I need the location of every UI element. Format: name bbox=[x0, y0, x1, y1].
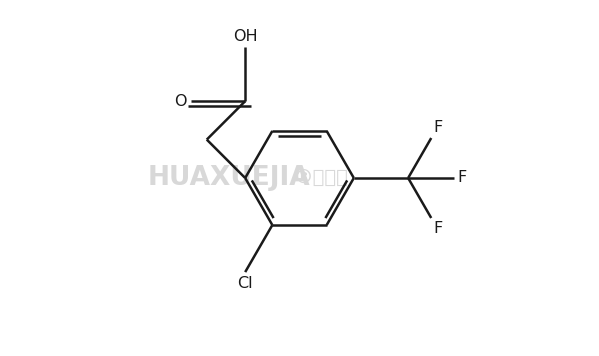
Text: ®化学加: ®化学加 bbox=[293, 168, 348, 188]
Text: HUAXUEJIA: HUAXUEJIA bbox=[148, 165, 311, 191]
Text: F: F bbox=[433, 221, 442, 236]
Text: O: O bbox=[174, 94, 187, 109]
Text: F: F bbox=[458, 171, 467, 185]
Text: F: F bbox=[433, 120, 442, 135]
Text: OH: OH bbox=[233, 29, 258, 44]
Text: Cl: Cl bbox=[237, 276, 253, 290]
